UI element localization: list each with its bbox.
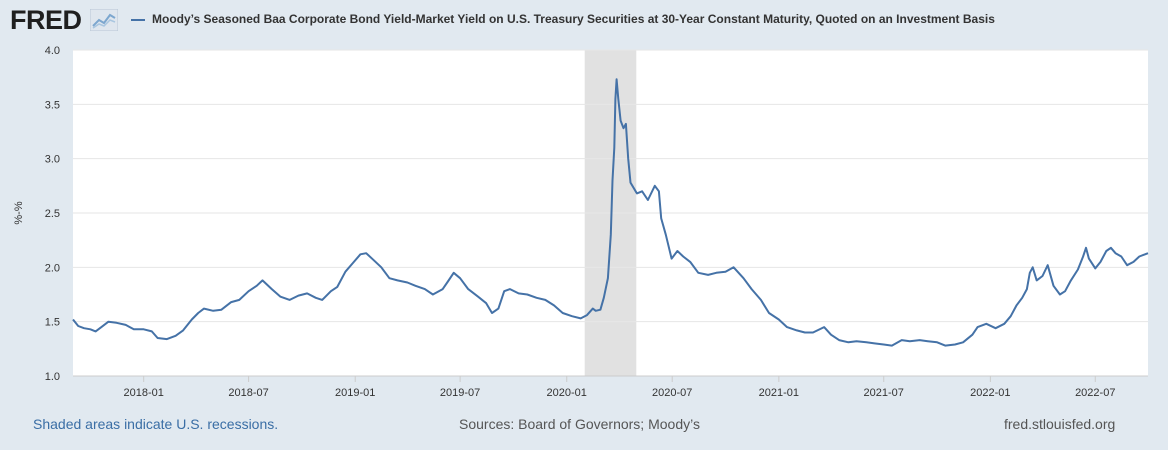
fred-chart-icon [90, 9, 118, 31]
x-tick-label: 2022-01 [970, 387, 1010, 399]
y-tick-label: 1.0 [45, 371, 60, 383]
fred-logo[interactable]: FRED [10, 5, 82, 35]
x-tick-label: 2019-01 [335, 387, 375, 399]
x-tick-label: 2020-01 [547, 387, 587, 399]
y-tick-label: 2.0 [45, 262, 60, 274]
y-tick-label: 3.0 [45, 154, 60, 166]
y-tick-label: 1.5 [45, 317, 60, 329]
site-url[interactable]: fred.stlouisfed.org [1004, 416, 1116, 432]
x-axis: 2018-01 2018-07 2019-01 2019-07 2020-01 2020-… [73, 375, 1148, 399]
x-tick-label: 2021-01 [759, 387, 799, 399]
x-tick-label: 2019-07 [440, 387, 480, 399]
series-line[interactable] [72, 78, 1149, 347]
x-tick-label: 2022-07 [1075, 387, 1115, 399]
recession-note-link[interactable]: Shaded areas indicate U.S. recessions. [33, 416, 279, 432]
x-tick-label: 2021-07 [864, 387, 904, 399]
legend-swatch [131, 19, 145, 21]
y-tick-label: 2.5 [45, 208, 60, 220]
sources-text: Sources: Board of Governors; Moody’s [459, 416, 700, 432]
x-tick-label: 2018-07 [228, 387, 268, 399]
legend-series-title[interactable]: Moody’s Seasoned Baa Corporate Bond Yiel… [152, 12, 995, 26]
x-tick-label: 2018-01 [124, 387, 164, 399]
y-axis-title: %-% [13, 201, 25, 224]
y-axis: 1.0 1.5 2.0 2.5 3.0 3.5 4.0 [45, 45, 60, 383]
chart-header: FRED Moody’s Seasoned Baa Corporate Bond… [10, 6, 1160, 34]
y-tick-label: 3.5 [45, 99, 60, 111]
y-tick-label: 4.0 [45, 45, 60, 57]
series-group [72, 78, 1149, 347]
x-tick-label: 2020-07 [652, 387, 692, 399]
